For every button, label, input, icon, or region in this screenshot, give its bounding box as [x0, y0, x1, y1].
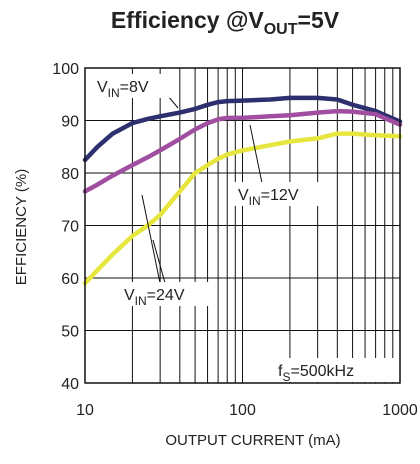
- plot-border: [84, 67, 401, 384]
- gridlines: [85, 68, 400, 383]
- pointer-24v-b: [152, 239, 166, 284]
- x-axis-label: OUTPUT CURRENT (mA): [165, 432, 340, 449]
- series-labels: VIN=8V VIN=12V VIN=24V fS=500kHz: [92, 74, 396, 384]
- series-label-bg-8v: [92, 74, 174, 98]
- y-axis-label: EFFICIENCY (%): [13, 169, 30, 285]
- series-label-12v: VIN=12V: [238, 187, 299, 208]
- series-label-bg-24v: [118, 282, 210, 306]
- x-tick-label: 100: [229, 402, 256, 419]
- y-tick-label: 50: [61, 324, 79, 341]
- y-tick-label: 60: [61, 271, 79, 288]
- label-pointers: [141, 95, 263, 284]
- x-tick-label: 10: [76, 402, 94, 419]
- series-label-24v: VIN=24V: [124, 287, 185, 308]
- pointer-24v-a: [141, 194, 161, 284]
- y-tick-label: 100: [52, 61, 79, 78]
- frequency-annotation: fS=500kHz: [278, 363, 354, 384]
- pointer-12v: [249, 124, 263, 184]
- series-label-bg-12v: [232, 182, 324, 206]
- y-tick-label: 80: [61, 166, 79, 183]
- series-lines: [82, 95, 403, 286]
- y-tick-label: 90: [61, 114, 79, 131]
- x-tick-labels: 10 100 1000: [76, 402, 418, 419]
- y-tick-label: 70: [61, 219, 79, 236]
- y-tick-label: 40: [61, 376, 79, 393]
- chart-title-suffix: =5V: [298, 7, 340, 33]
- frequency-annotation-bg: [272, 358, 396, 382]
- x-tick-label: 1000: [382, 402, 418, 419]
- series-line-0: [82, 95, 403, 163]
- series-line-2: [82, 131, 403, 286]
- series-line-1: [82, 108, 403, 194]
- y-tick-labels: 40 50 60 70 80 90 100: [52, 61, 79, 393]
- chart-title-subscript: OUT: [264, 21, 298, 38]
- chart-title: Efficiency @VOUT=5V: [111, 7, 340, 38]
- plot-frame: [84, 67, 401, 384]
- series-label-8v: VIN=8V: [97, 79, 149, 100]
